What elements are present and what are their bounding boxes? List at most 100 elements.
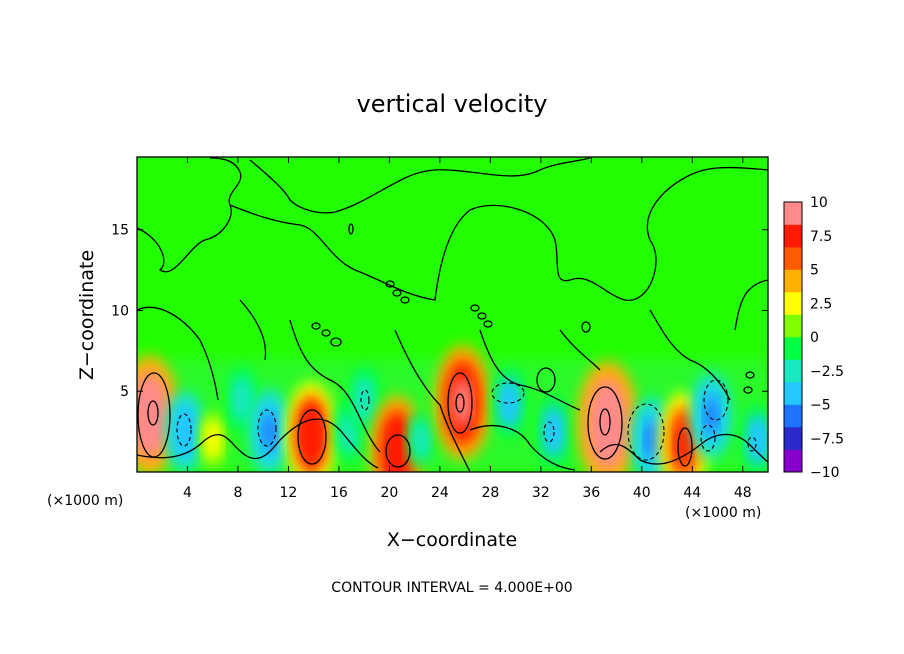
velocity-cell-peak: [752, 425, 764, 455]
contour-neg-7: [703, 379, 729, 421]
contour-interval-note: CONTOUR INTERVAL = 4.000E+00: [331, 580, 572, 596]
colorbar-tick-label: −2.5: [810, 364, 844, 380]
x-ticks: 4 8 12 16 20 24 28 32 36 40 44 48: [183, 157, 752, 501]
contour-pos-a: [137, 372, 171, 458]
x-tick-label: 4: [183, 485, 192, 501]
x-tick-label: 8: [233, 485, 242, 501]
contour-small-3: [400, 296, 410, 304]
contour-pos-b: [297, 409, 327, 465]
contour-lines: [137, 157, 768, 472]
velocity-cell-peak: [547, 416, 560, 447]
contour-zero-upper: [137, 157, 768, 301]
velocity-cell-peak: [503, 387, 516, 418]
colorbar-ticks: 10 7.5 5 2.5 0 −2.5 −5 −7.5 −10: [810, 195, 844, 481]
contour-small-11: [581, 321, 591, 333]
colorbar-swatch: [784, 449, 802, 473]
contour-pos-inner-e: [599, 408, 611, 436]
contour-pos-e: [587, 386, 623, 460]
contour-small-13: [743, 386, 753, 394]
contour-neg-3: [360, 389, 370, 411]
colorbar-tick-label: 7.5: [810, 229, 832, 245]
contour-small-9: [330, 337, 342, 347]
contour-small-2: [392, 289, 402, 297]
x-tick-label: 44: [683, 485, 701, 501]
colorbar-swatch: [784, 404, 802, 428]
x-tick-label: 16: [330, 485, 348, 501]
contour-neg-6: [627, 403, 665, 461]
velocity-cell-peak: [358, 385, 370, 413]
x-tick-label: 48: [734, 485, 752, 501]
contour-neg-8: [700, 424, 716, 452]
x-tick-label: 12: [280, 485, 298, 501]
velocity-cell-peak: [139, 390, 160, 440]
colorbar-tick-label: −5: [810, 398, 831, 414]
velocity-cell-peak: [302, 413, 320, 457]
velocity-cell-peak: [208, 428, 218, 452]
contour-zero-ridge: [249, 157, 591, 214]
contour-small-7: [311, 322, 321, 330]
y-tick-label: 10: [111, 303, 129, 319]
velocity-cell-peak: [416, 428, 426, 452]
colorbar-tick-label: 2.5: [810, 296, 832, 312]
colorbar-swatch: [784, 382, 802, 405]
contour-pos-d: [447, 372, 473, 434]
colorbar-tick-label: −10: [810, 465, 840, 481]
velocity-field: [137, 344, 768, 472]
colorbar-swatch: [784, 269, 802, 293]
contour-neg-2: [257, 409, 277, 447]
contour-neg-4: [491, 382, 525, 404]
x-tick-label: 24: [431, 485, 449, 501]
colorbar-tick-label: 10: [810, 195, 828, 211]
velocity-cell-peak: [262, 414, 277, 450]
contour-zero-lower: [137, 418, 768, 471]
colorbar-swatches: [784, 202, 802, 473]
y-tick-label: 5: [120, 384, 129, 400]
contour-small-5: [477, 312, 487, 320]
x-tick-label: 28: [481, 485, 499, 501]
velocity-cell-peak: [704, 397, 719, 434]
colorbar-swatch: [784, 202, 802, 225]
colorbar-tick-label: −7.5: [810, 431, 844, 447]
colorbar-tick-label: 5: [810, 263, 819, 279]
contour-neg-1: [176, 413, 192, 447]
colorbar: 10 7.5 5 2.5 0 −2.5 −5 −7.5 −10: [783, 195, 844, 481]
velocity-cell-peak: [236, 385, 248, 413]
x-tick-label: 40: [633, 485, 651, 501]
plot-frame: [136, 156, 769, 473]
colorbar-swatch: [784, 337, 802, 360]
contour-pos-inner-a: [147, 400, 159, 426]
contour-small-10: [348, 223, 354, 235]
x-unit-left: (×1000 m): [47, 493, 123, 509]
colorbar-tick-label: 0: [810, 330, 819, 346]
colorbar-swatch: [784, 292, 802, 315]
contour-small-12: [745, 371, 755, 379]
y-ticks: 5 10 15: [111, 223, 768, 400]
contour-small-8: [321, 329, 331, 337]
contour-pos-f: [677, 427, 693, 467]
colorbar-swatch: [784, 427, 802, 450]
contour-zero-midlevel: [137, 279, 768, 472]
contour-pos-c: [385, 434, 411, 468]
x-tick-label: 32: [532, 485, 550, 501]
contour-small-4: [470, 304, 480, 312]
colorbar-swatch: [784, 247, 802, 270]
y-axis-label: Z−coordinate: [76, 250, 98, 380]
contour-small-14: [536, 367, 556, 393]
velocity-cell-peak: [453, 378, 472, 427]
velocity-cell-peak: [178, 415, 192, 449]
x-unit-right: (×1000 m): [685, 505, 761, 521]
chart-title: vertical velocity: [357, 90, 548, 118]
contour-small-6: [483, 320, 493, 328]
x-tick-label: 20: [380, 485, 398, 501]
colorbar-frame: [783, 201, 803, 473]
x-tick-label: 36: [582, 485, 600, 501]
velocity-cell-peak: [644, 422, 659, 458]
contour-small-1: [385, 280, 395, 288]
colorbar-swatch: [784, 359, 802, 383]
colorbar-swatch: [784, 224, 802, 248]
contour-pos-inner-d: [455, 393, 465, 413]
contour-neg-5: [543, 421, 555, 443]
contour-neg-9: [747, 436, 757, 452]
